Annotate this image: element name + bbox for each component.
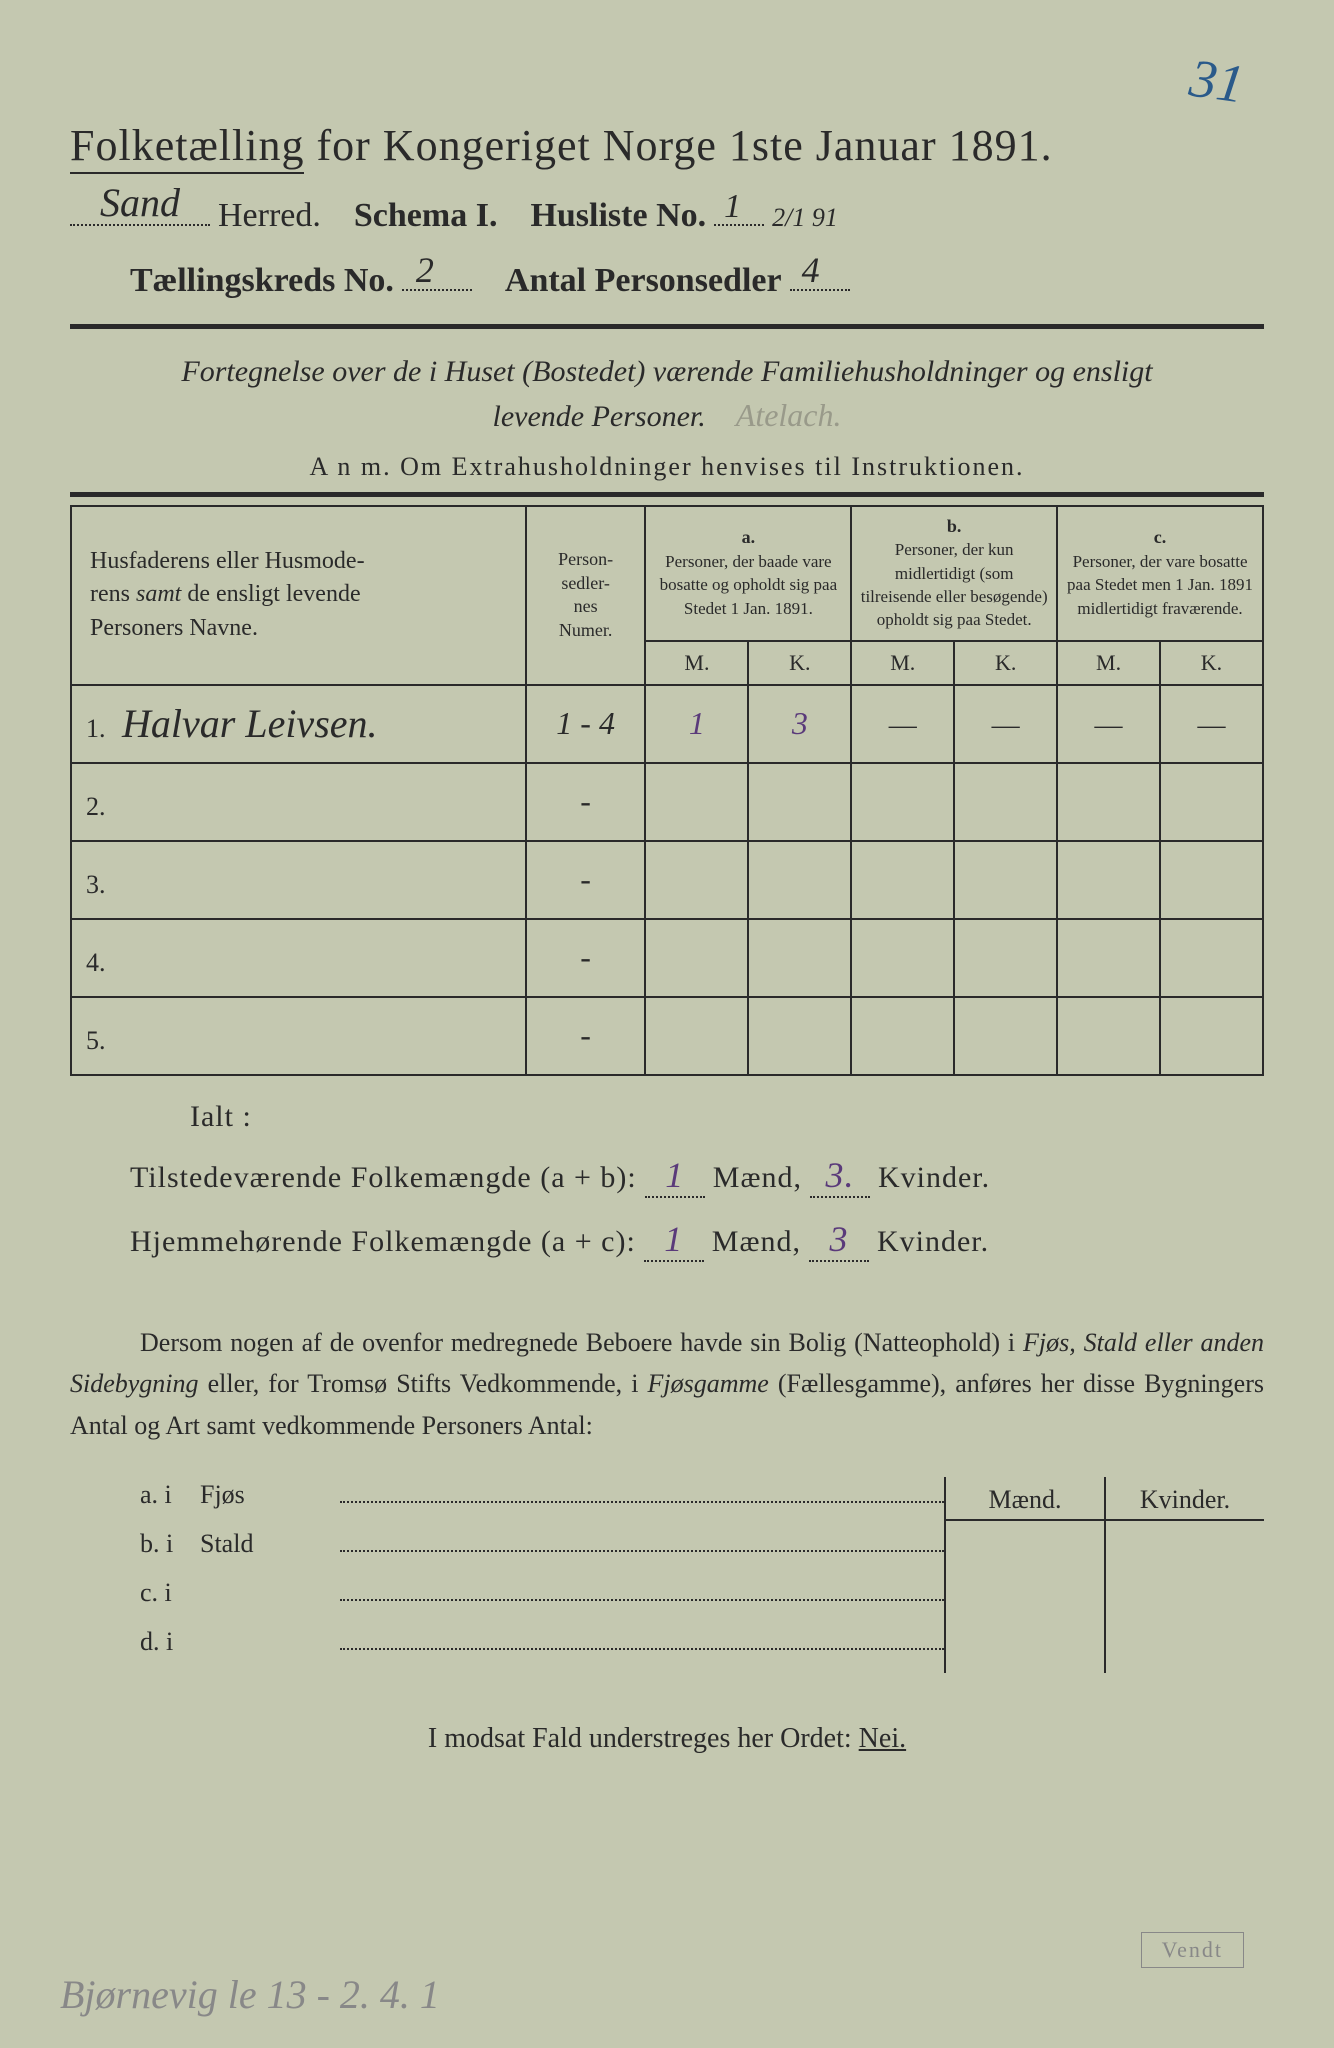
row-c-k (1160, 841, 1263, 919)
nei-word: Nei. (859, 1723, 906, 1754)
row-b-k: — (954, 685, 1057, 763)
row-a-k: 3 (748, 685, 851, 763)
row-sedler: - (526, 841, 646, 919)
schema-label: Schema I. (354, 197, 498, 234)
row-b-m (851, 919, 954, 997)
row-c-k (1160, 919, 1263, 997)
row-b-m (851, 763, 954, 841)
bottom-annotation: Bjørnevig le 13 - 2. 4. 1 (60, 1971, 440, 2018)
husliste-fraction-hw: 2/1 91 (772, 203, 838, 233)
table-row: 1. Halvar Leivsen.1 - 413———— (71, 685, 1263, 763)
maend-header: Mænd. (946, 1477, 1104, 1521)
th-a-m: M. (645, 641, 748, 685)
row-a-m (645, 919, 748, 997)
dersom-paragraph: Dersom nogen af de ovenfor medregnede Be… (70, 1322, 1264, 1447)
herred-label: Herred. (218, 197, 321, 235)
th-c-k: K. (1160, 641, 1263, 685)
kreds-label: Tællingskreds No. (130, 262, 394, 299)
row-c-m (1057, 919, 1160, 997)
census-table: Husfaderens eller Husmode-rens samt de e… (70, 505, 1264, 1076)
th-c-m: M. (1057, 641, 1160, 685)
row-name-cell: 4. (71, 919, 526, 997)
row-c-k: — (1160, 685, 1263, 763)
row-b-k (954, 997, 1057, 1075)
th-num: Person-sedler-nesNumer. (526, 506, 646, 685)
th-b-k: K. (954, 641, 1057, 685)
row-b-k (954, 763, 1057, 841)
row-b-m (851, 841, 954, 919)
kvinder-header: Kvinder. (1106, 1477, 1264, 1521)
row-b-m: — (851, 685, 954, 763)
table-row: 3. - (71, 841, 1263, 919)
header-line-2: Tællingskreds No. 2 Antal Personsedler 4 (70, 253, 1264, 299)
fortegnelse-text: Fortegnelse over de i Huset (Bostedet) v… (70, 351, 1264, 438)
row-a-m (645, 841, 748, 919)
row-c-m: — (1057, 685, 1160, 763)
th-b-m: M. (851, 641, 954, 685)
table-row: 2. - (71, 763, 1263, 841)
row-c-m (1057, 841, 1160, 919)
row-a-k (748, 919, 851, 997)
row-sedler: - (526, 997, 646, 1075)
antal-label: Antal Personsedler (505, 262, 782, 299)
row-a-m (645, 763, 748, 841)
present-m-hw: 1 (665, 1154, 684, 1196)
th-b: b. Personer, der kun midlertidigt (som t… (851, 506, 1057, 641)
husliste-no-hw: 1 (724, 188, 741, 226)
row-name-cell: 5. (71, 997, 526, 1075)
modsat-line: I modsat Fald understreges her Ordet: Ne… (70, 1723, 1264, 1755)
row-a-k (748, 997, 851, 1075)
row-name-cell: 3. (71, 841, 526, 919)
row-a-m: 1 (645, 685, 748, 763)
outbuilding-row: d. i (140, 1624, 944, 1657)
page-number-annotation: 31 (1186, 47, 1248, 116)
herred-handwritten: Sand (100, 179, 180, 226)
row-c-m (1057, 997, 1160, 1075)
row-sedler: 1 - 4 (526, 685, 646, 763)
th-c: c. Personer, der vare bosatte paa Stedet… (1057, 506, 1263, 641)
row-c-m (1057, 763, 1160, 841)
outbuilding-row: a. iFjøs (140, 1477, 944, 1510)
table-row: 5. - (71, 997, 1263, 1075)
header-line-1: Sand Herred. Schema I. Husliste No. 1 2/… (70, 189, 1264, 235)
title-underlined: Folketælling (70, 121, 304, 174)
faint-annotation: Atelach. (736, 397, 842, 433)
row-b-k (954, 919, 1057, 997)
kreds-no-hw: 2 (416, 249, 434, 291)
row-name-cell: 1. Halvar Leivsen. (71, 685, 526, 763)
row-sedler: - (526, 763, 646, 841)
summary-present: Tilstedeværende Folkemængde (a + b): 1 M… (70, 1154, 1264, 1198)
row-sedler: - (526, 919, 646, 997)
husliste-label: Husliste No. (530, 197, 706, 234)
row-b-m (851, 997, 954, 1075)
divider (70, 492, 1264, 497)
outbuilding-row: c. i (140, 1575, 944, 1608)
anm-note: A n m. Om Extrahusholdninger henvises ti… (70, 452, 1264, 482)
ialt-label: Ialt : (70, 1100, 1264, 1134)
title-rest: for Kongeriget Norge 1ste Januar 1891. (316, 121, 1052, 170)
antal-hw: 4 (802, 249, 820, 291)
row-c-k (1160, 997, 1263, 1075)
home-k-hw: 3 (829, 1218, 848, 1260)
table-row: 4. - (71, 919, 1263, 997)
th-a: a. Personer, der baade vare bosatte og o… (645, 506, 851, 641)
row-a-k (748, 763, 851, 841)
document-title: Folketælling for Kongeriget Norge 1ste J… (70, 120, 1264, 171)
th-name: Husfaderens eller Husmode-rens samt de e… (71, 506, 526, 685)
home-m-hw: 1 (664, 1218, 683, 1260)
vendt-stamp: Vendt (1141, 1932, 1244, 1968)
th-a-k: K. (748, 641, 851, 685)
row-name-cell: 2. (71, 763, 526, 841)
row-b-k (954, 841, 1057, 919)
summary-home: Hjemmehørende Folkemængde (a + c): 1 Mæn… (70, 1218, 1264, 1262)
outbuilding-section: a. iFjøs b. iStald c. i d. i Mænd. Kvinder. (70, 1477, 1264, 1673)
present-k-hw: 3. (825, 1154, 854, 1196)
row-a-k (748, 841, 851, 919)
divider (70, 324, 1264, 329)
row-c-k (1160, 763, 1263, 841)
outbuilding-row: b. iStald (140, 1526, 944, 1559)
row-a-m (645, 997, 748, 1075)
